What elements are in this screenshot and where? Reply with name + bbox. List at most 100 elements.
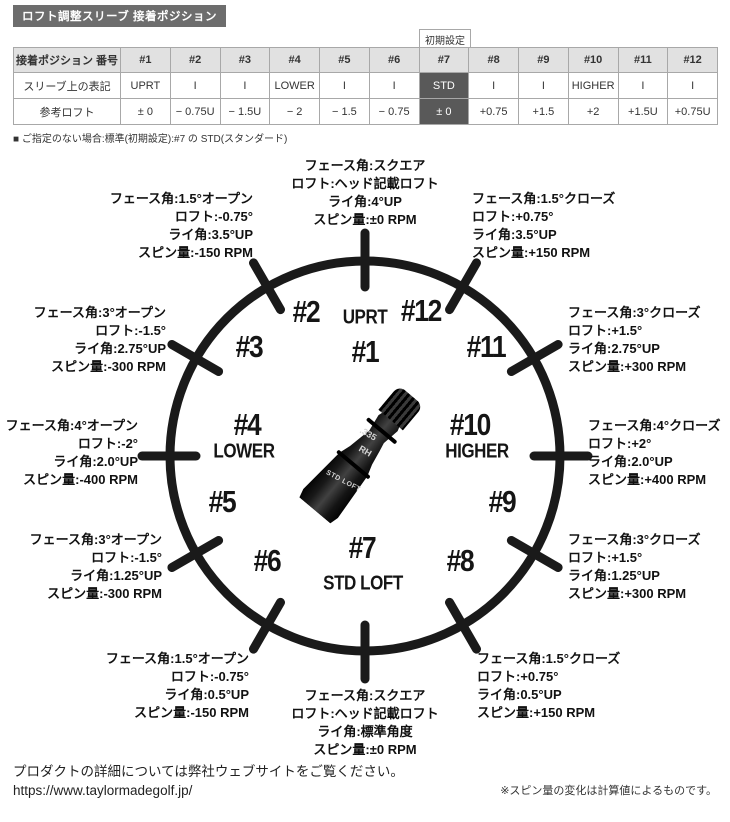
- info-line: ライ角:1.25°UP: [568, 568, 660, 583]
- col-header: #8: [468, 47, 519, 73]
- col-header: #5: [319, 47, 370, 73]
- info-line: フェース角:スクエア: [304, 688, 426, 703]
- info-line: ロフト:+1.5°: [568, 323, 643, 338]
- table-cell: − 2: [269, 98, 320, 125]
- info-line: ロフト:+0.75°: [472, 209, 554, 224]
- col-header: #6: [368, 47, 420, 73]
- table-cell: ± 0: [120, 98, 171, 125]
- dial-label-lower: LOWER: [213, 440, 275, 463]
- dial-label-3: #3: [235, 329, 264, 364]
- table-cell: − 1.5U: [219, 98, 271, 125]
- info-line: フェース角:1.5°オープン: [109, 191, 253, 206]
- info-line: ライ角:2.0°UP: [53, 454, 138, 469]
- position-table: 接着ポジション 番号 #1 #2 #3 #4 #5 #6 #7 #8 #9 #1…: [13, 47, 718, 125]
- col-header: #1: [120, 47, 171, 73]
- dial-label-11: #11: [466, 329, 507, 364]
- dial-label-4: #4: [233, 407, 262, 442]
- info-line: スピン量:+300 RPM: [568, 359, 687, 374]
- info-block-pos10: フェース角:4°クローズ ロフト:+2° ライ角:2.0°UP スピン量:+40…: [588, 417, 720, 489]
- table-cell: I: [518, 72, 569, 99]
- corner-header-cell: 接着ポジション 番号: [13, 47, 121, 73]
- table-cell: +0.75U: [667, 98, 718, 125]
- table-cell: I: [219, 72, 271, 99]
- table-header-row: 接着ポジション 番号 #1 #2 #3 #4 #5 #6 #7 #8 #9 #1…: [13, 47, 718, 73]
- info-block-pos11: フェース角:3°クローズ ロフト:+1.5° ライ角:2.75°UP スピン量:…: [568, 304, 700, 376]
- info-line: スピン量:±0 RPM: [313, 212, 417, 227]
- info-block-pos2: フェース角:1.5°オープン ロフト:-0.75° ライ角:3.5°UP スピン…: [110, 190, 253, 262]
- table-cell: UPRT: [120, 72, 171, 99]
- info-line: ロフト:-0.75°: [174, 209, 253, 224]
- info-block-pos1: フェース角:スクエア ロフト:ヘッド記載ロフト ライ角:4°UP スピン量:±0…: [291, 157, 438, 229]
- col-header: #9: [518, 47, 569, 73]
- footer-note: ※スピン量の変化は計算値によるものです。: [500, 785, 717, 797]
- dial-label-9: #9: [488, 484, 517, 519]
- footer-url: https://www.taylormadegolf.jp/: [13, 783, 193, 798]
- info-block-pos8: フェース角:1.5°クローズ ロフト:+0.75° ライ角:0.5°UP スピン…: [477, 650, 620, 722]
- info-line: フェース角:3°オープン: [29, 532, 162, 547]
- info-line: ロフト:+1.5°: [568, 550, 643, 565]
- info-line: スピン量:-300 RPM: [47, 586, 162, 601]
- footer-text: プロダクトの詳細については弊社ウェブサイトをご覧ください。: [13, 764, 404, 779]
- col-header: #11: [617, 47, 669, 73]
- col-header: #7: [418, 47, 470, 73]
- info-block-pos3: フェース角:3°オープン ロフト:-1.5° ライ角:2.75°UP スピン量:…: [34, 304, 166, 376]
- table-cell: I: [169, 72, 221, 99]
- row-header: スリーブ上の表記: [13, 72, 121, 99]
- info-line: ライ角:3.5°UP: [472, 227, 557, 242]
- info-line: ライ角:0.5°UP: [477, 687, 562, 702]
- sleeve-mark-row: スリーブ上の表記 UPRT I I LOWER I I STD I I HIGH…: [13, 72, 718, 99]
- row-header: 参考ロフト: [13, 98, 121, 125]
- dial-label-6: #6: [253, 543, 282, 578]
- table-cell: I: [667, 72, 718, 99]
- dial-label-higher: HIGHER: [445, 440, 509, 463]
- dial-label-std-loft: STD LOFT: [323, 572, 403, 595]
- info-line: ロフト:ヘッド記載ロフト: [291, 176, 439, 191]
- info-line: スピン量:+300 RPM: [568, 586, 687, 601]
- info-line: スピン量:+150 RPM: [472, 245, 591, 260]
- table-cell: I: [368, 72, 420, 99]
- info-line: ライ角:1.25°UP: [70, 568, 162, 583]
- dial-label-12: #12: [400, 293, 442, 328]
- dial-label-5: #5: [208, 484, 237, 519]
- info-line: スピン量:-150 RPM: [134, 705, 249, 720]
- info-line: ロフト:-1.5°: [95, 323, 166, 338]
- preset-label: 初期設定: [419, 29, 471, 48]
- col-header: #4: [269, 47, 320, 73]
- info-line: フェース角:4°クローズ: [588, 418, 721, 433]
- info-line: ライ角:標準角度: [317, 724, 413, 739]
- table-cell: +1.5U: [617, 98, 669, 125]
- info-line: ロフト:-0.75°: [170, 669, 249, 684]
- info-line: フェース角:1.5°クローズ: [477, 651, 621, 666]
- dial-label-1: #1: [351, 334, 380, 369]
- info-line: フェース角:1.5°オープン: [105, 651, 249, 666]
- col-header: #12: [667, 47, 718, 73]
- dial-label-10: #10: [449, 407, 491, 442]
- info-block-pos7: フェース角:スクエア ロフト:ヘッド記載ロフト ライ角:標準角度 スピン量:±0…: [291, 687, 438, 759]
- info-line: ロフト:+0.75°: [477, 669, 559, 684]
- table-cell-highlight: STD: [418, 72, 470, 99]
- info-line: フェース角:スクエア: [304, 158, 426, 173]
- table-note: ■ ご指定のない場合:標準(初期設定):#7 の STD(スタンダード): [13, 134, 288, 145]
- info-block-pos9: フェース角:3°クローズ ロフト:+1.5° ライ角:1.25°UP スピン量:…: [568, 531, 700, 603]
- info-line: ライ角:4°UP: [328, 194, 402, 209]
- info-line: ロフト:ヘッド記載ロフト: [291, 706, 439, 721]
- info-line: フェース角:3°クローズ: [568, 305, 701, 320]
- ref-loft-row: 参考ロフト ± 0 − 0.75U − 1.5U − 2 − 1.5 − 0.7…: [13, 98, 718, 125]
- dial-label-7: #7: [348, 530, 377, 565]
- col-header: #2: [169, 47, 221, 73]
- info-line: スピン量:-150 RPM: [138, 245, 253, 260]
- info-line: ライ角:2.75°UP: [568, 341, 660, 356]
- info-line: フェース角:4°オープン: [5, 418, 138, 433]
- table-cell: − 1.5: [319, 98, 370, 125]
- table-cell: +0.75: [468, 98, 519, 125]
- info-line: スピン量:+150 RPM: [477, 705, 596, 720]
- table-cell: I: [319, 72, 370, 99]
- info-block-pos6: フェース角:1.5°オープン ロフト:-0.75° ライ角:0.5°UP スピン…: [106, 650, 249, 722]
- col-header: #3: [219, 47, 271, 73]
- info-line: ロフト:-2°: [77, 436, 138, 451]
- info-line: ライ角:0.5°UP: [164, 687, 249, 702]
- info-line: スピン量:-400 RPM: [23, 472, 138, 487]
- info-block-pos12: フェース角:1.5°クローズ ロフト:+0.75° ライ角:3.5°UP スピン…: [472, 190, 615, 262]
- table-cell: − 0.75: [368, 98, 420, 125]
